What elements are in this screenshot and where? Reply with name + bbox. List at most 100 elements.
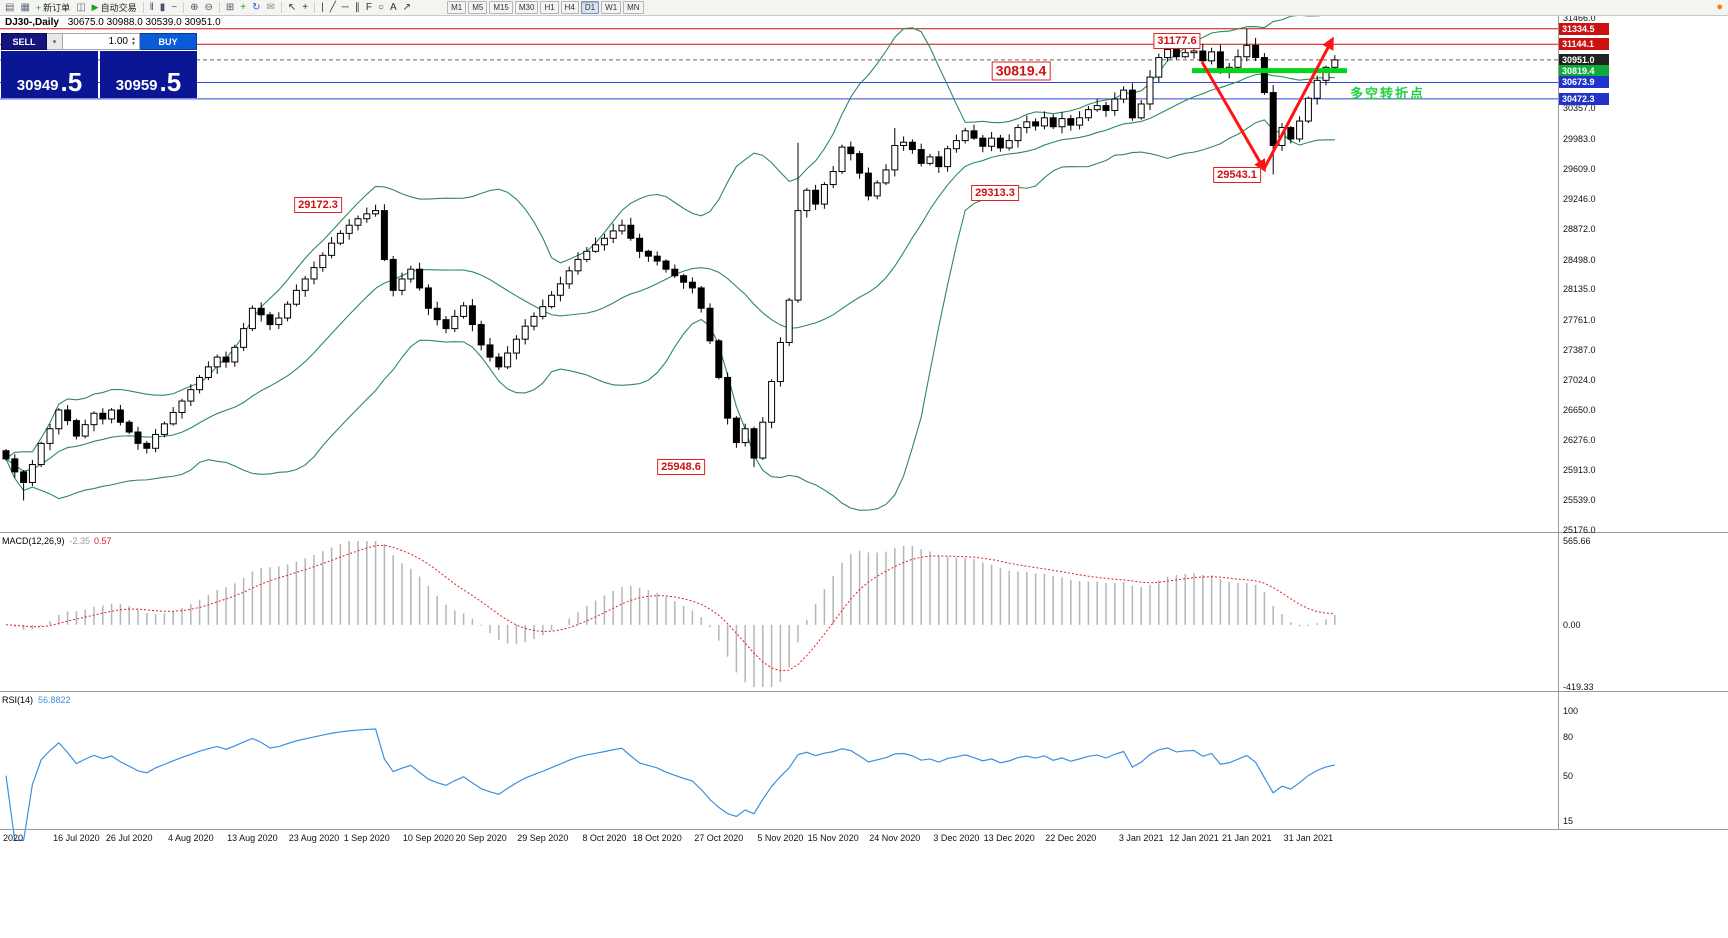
timeframe-m5[interactable]: M5	[468, 1, 488, 14]
timeframe-m1[interactable]: M1	[447, 1, 467, 14]
macd-value-1: -2.35	[69, 536, 91, 546]
line-chart-icon-glyph: ~	[171, 2, 178, 13]
buy-button[interactable]: BUY	[140, 33, 197, 50]
channel-icon[interactable]: ∥	[355, 1, 360, 14]
macd-histogram-layer	[14, 541, 1336, 687]
date-label: 13 Aug 2020	[227, 833, 278, 843]
price-label-flag[interactable]: 30819.4	[991, 61, 1051, 81]
chart-title: DJ30-,Daily 30675.0 30988.0 30539.0 3095…	[5, 17, 221, 28]
date-label: 1 Sep 2020	[343, 833, 390, 843]
mail-icon[interactable]: ✉	[266, 1, 274, 14]
buy-price-frac: .5	[159, 66, 182, 97]
price-tick: 27387.0	[1563, 345, 1596, 356]
volume-spin-down-icon[interactable]: ▼	[131, 40, 136, 47]
toolbar-separator	[183, 2, 185, 13]
date-label: 18 Oct 2020	[632, 833, 682, 843]
date-label: 21 Jan 2021	[1222, 833, 1272, 843]
volume-field: ▲ ▼	[63, 33, 140, 50]
crosshair-icon[interactable]: +	[302, 1, 308, 14]
price-label-flag[interactable]: 29543.1	[1213, 166, 1261, 183]
chart-windows-icon[interactable]: ◫	[76, 1, 85, 14]
date-label: 26 Jul 2020	[105, 833, 153, 843]
toolbar-separator	[142, 2, 144, 13]
date-label: 16 Jul 2020	[53, 833, 100, 843]
price-tick: 29246.0	[1563, 193, 1596, 204]
timeframe-h1[interactable]: H1	[540, 1, 559, 14]
new-chart-icon[interactable]: ▤	[5, 1, 14, 14]
zoom-out-icon-glyph: ⊖	[204, 2, 213, 13]
text-label-icon[interactable]: A	[390, 1, 397, 14]
horizontal-line-icon-glyph: ─	[341, 2, 349, 13]
shapes-icon[interactable]: ○	[378, 1, 384, 14]
autotrading-button[interactable]: ▶ 自动交易	[92, 1, 137, 14]
zoom-in-icon[interactable]: ⊕	[190, 1, 198, 14]
fibonacci-icon[interactable]: F	[366, 1, 372, 14]
horizontal-line-icon[interactable]: ─	[342, 1, 349, 14]
timeframe-h4[interactable]: H4	[560, 1, 579, 14]
line-chart-icon[interactable]: ~	[171, 1, 177, 14]
macd-label: MACD(12,26,9) -2.35 0.57	[2, 536, 112, 546]
timeframe-w1[interactable]: W1	[601, 1, 622, 14]
rsi-tick: 50	[1563, 770, 1574, 781]
date-label: 23 Aug 2020	[288, 833, 340, 843]
date-label: 20 Sep 2020	[455, 833, 507, 843]
crosshair-icon-glyph: +	[302, 2, 309, 13]
date-label: 8 Oct 2020	[582, 833, 627, 843]
bar-chart-icon[interactable]: ‖	[150, 1, 154, 14]
indicators-icon[interactable]: +	[240, 1, 246, 14]
sell-price-display[interactable]: 30949 .5	[1, 51, 98, 98]
toolbar-right: ●	[1716, 2, 1723, 13]
refresh-icon[interactable]: ↻	[252, 1, 260, 14]
volume-spin-up-icon[interactable]: ▲	[131, 35, 136, 42]
price-badge: 30819.4	[1559, 64, 1609, 77]
tile-windows-icon[interactable]: ⊞	[226, 1, 234, 14]
red-arrow-annotation[interactable]	[1200, 36, 1334, 173]
cursor-icon[interactable]: ↖	[288, 1, 296, 14]
price-label-flag[interactable]: 29313.3	[971, 185, 1019, 202]
order-options-dropdown[interactable]: ▾	[47, 33, 63, 50]
buy-price-display[interactable]: 30959 .5	[100, 51, 197, 98]
timeframe-m30[interactable]: M30	[514, 1, 539, 14]
macd-tick: 565.66	[1563, 536, 1591, 546]
arrow-objects-icon[interactable]: ↗	[403, 1, 411, 14]
timeframe-d1[interactable]: D1	[580, 1, 600, 14]
timeframe-mn[interactable]: MN	[623, 1, 644, 14]
trendline-icon[interactable]: ╱	[330, 1, 336, 14]
price-tick: 26276.0	[1563, 435, 1596, 446]
cursor-icon-glyph: ↖	[287, 2, 297, 13]
date-label: 22 Dec 2020	[1045, 833, 1097, 843]
trendline-icon-glyph: ╱	[329, 2, 336, 13]
date-label: 13 Dec 2020	[983, 833, 1035, 843]
refresh-icon-glyph: ↻	[252, 2, 261, 13]
sell-button[interactable]: SELL	[1, 33, 47, 50]
turning-point-annotation[interactable]: 多空转折点	[1350, 86, 1426, 101]
rsi-value: 56.8822	[38, 695, 71, 705]
autotrading-button-label: 自动交易	[100, 3, 137, 13]
timeframe-m15[interactable]: M15	[489, 1, 513, 14]
price-tick: 27761.0	[1563, 314, 1596, 325]
buy-price-main: 30959	[115, 77, 158, 94]
sell-price-main: 30949	[16, 77, 59, 94]
vertical-line-icon[interactable]: |	[321, 1, 324, 14]
horizontal-lines-layer[interactable]	[0, 28, 1558, 100]
community-icon[interactable]: ●	[1716, 1, 1723, 13]
price-label-flag[interactable]: 25948.6	[657, 459, 705, 476]
symbol-label: DJ30-,Daily	[5, 17, 59, 28]
date-label: 27 Oct 2020	[694, 833, 744, 843]
date-label: 29 Sep 2020	[517, 833, 569, 843]
new-order-button[interactable]: + 新订单	[36, 1, 70, 14]
candlestick-chart-icon[interactable]: ▮	[160, 1, 166, 14]
fibonacci-icon-glyph: F	[365, 2, 372, 13]
profiles-icon-glyph: ▦	[20, 2, 30, 13]
vertical-line-icon-glyph: |	[321, 2, 324, 13]
zoom-out-icon[interactable]: ⊖	[204, 1, 212, 14]
bar-chart-icon-glyph: ‖	[149, 2, 154, 13]
price-label-flag[interactable]: 29172.3	[294, 196, 342, 213]
volume-input[interactable]	[63, 33, 139, 50]
volume-spinner: ▲ ▼	[129, 34, 138, 49]
profiles-icon[interactable]: ▦	[20, 1, 29, 14]
price-label-flag[interactable]: 31177.6	[1153, 33, 1201, 50]
rsi-label: RSI(14) 56.8822	[2, 695, 71, 705]
price-tick: 29609.0	[1563, 164, 1596, 175]
